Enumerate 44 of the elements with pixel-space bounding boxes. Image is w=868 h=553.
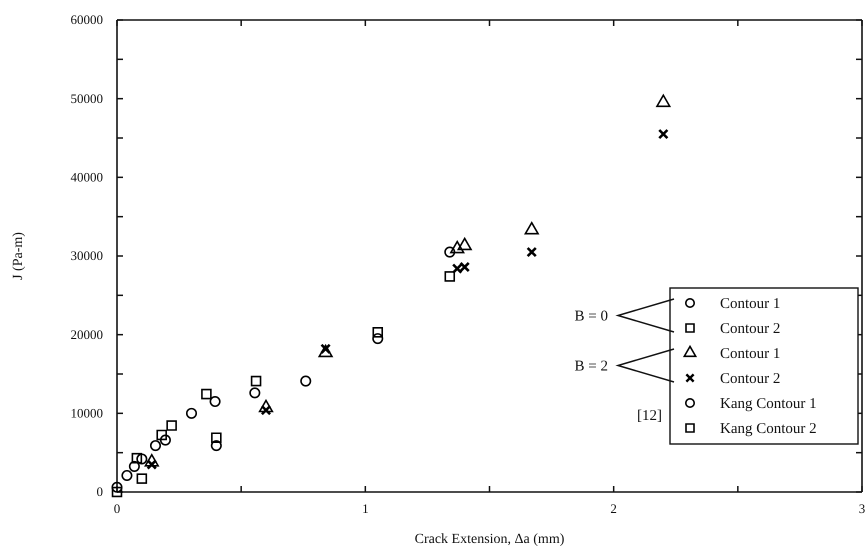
- y-tick-label: 0: [96, 484, 103, 500]
- x-axis-title: Crack Extension, Δa (mm): [414, 532, 565, 547]
- point: [300, 376, 312, 387]
- legend-label: Contour 2: [720, 321, 780, 337]
- annotation: [12]: [637, 408, 662, 424]
- point: [186, 408, 198, 419]
- point: [210, 396, 221, 408]
- point: [210, 440, 222, 452]
- point: [526, 246, 538, 258]
- point: [372, 327, 384, 338]
- point: [150, 440, 162, 452]
- y-tick-label: 40000: [70, 169, 103, 184]
- point: [658, 128, 669, 140]
- legend-label: Kang Contour 2: [720, 421, 817, 437]
- legend-label: Kang Contour 1: [720, 396, 817, 412]
- point: [132, 452, 142, 464]
- y-axis-title: J (Pa-m): [11, 232, 26, 280]
- legend-label: Contour 1: [720, 296, 780, 312]
- annotation: B = 2: [574, 358, 608, 374]
- y-tick-label: 50000: [70, 90, 103, 106]
- y-tick-label: 20000: [70, 326, 103, 342]
- y-tick-label: 60000: [70, 12, 103, 28]
- point: [166, 420, 177, 431]
- x-tick-label: 3: [858, 501, 866, 516]
- point: [249, 387, 260, 398]
- point: [211, 432, 222, 443]
- point: [444, 246, 456, 258]
- point: [128, 460, 140, 472]
- point: [201, 388, 212, 400]
- annotation: B = 0: [574, 308, 608, 324]
- y-tick-label: 30000: [70, 248, 103, 264]
- legend-label: Contour 2: [720, 371, 780, 387]
- point: [444, 271, 456, 282]
- x-tick-label: 0: [114, 501, 120, 516]
- point: [160, 434, 171, 446]
- x-tick-label: 2: [610, 501, 617, 516]
- legend-label: Contour 1: [720, 346, 780, 362]
- point: [121, 470, 132, 481]
- point: [372, 333, 384, 344]
- point: [136, 473, 148, 484]
- x-tick-label: 1: [362, 501, 369, 516]
- point: [156, 430, 167, 440]
- y-tick-label: 10000: [70, 405, 103, 420]
- point: [250, 376, 262, 386]
